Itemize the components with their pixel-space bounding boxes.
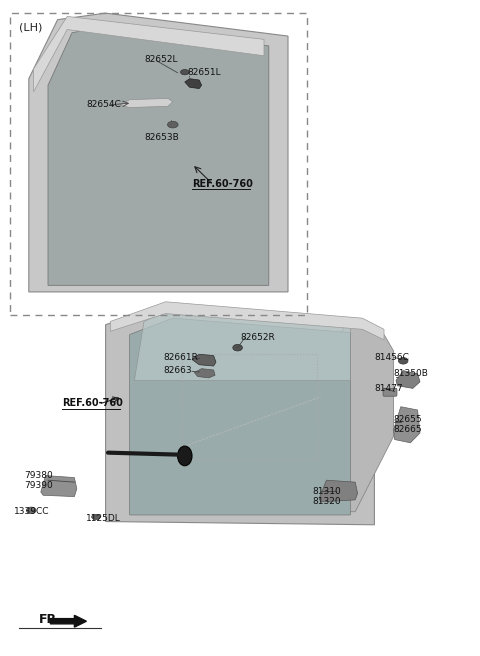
- Polygon shape: [396, 371, 420, 388]
- Text: 81350B: 81350B: [394, 369, 429, 379]
- Text: 81477: 81477: [374, 384, 403, 393]
- Polygon shape: [106, 305, 374, 525]
- Text: 82654C: 82654C: [86, 100, 121, 110]
- Polygon shape: [120, 98, 173, 108]
- Polygon shape: [134, 308, 350, 380]
- Polygon shape: [394, 407, 420, 443]
- Polygon shape: [34, 16, 264, 92]
- Text: 82653B: 82653B: [144, 133, 179, 142]
- Text: 82652L: 82652L: [144, 54, 178, 64]
- Polygon shape: [192, 354, 216, 366]
- Text: (LH): (LH): [19, 23, 43, 33]
- Polygon shape: [319, 480, 358, 502]
- Polygon shape: [185, 79, 202, 89]
- Text: 81456C: 81456C: [374, 353, 409, 362]
- Ellipse shape: [233, 344, 242, 351]
- Text: 82663: 82663: [163, 366, 192, 375]
- Text: 82655: 82655: [394, 415, 422, 424]
- FancyBboxPatch shape: [383, 388, 397, 396]
- Text: 82661R: 82661R: [163, 353, 198, 362]
- Ellipse shape: [398, 358, 408, 364]
- Text: FR.: FR.: [38, 613, 61, 626]
- Text: 81310: 81310: [312, 487, 341, 497]
- Polygon shape: [41, 476, 77, 497]
- Text: 82652R: 82652R: [240, 333, 275, 342]
- Text: 79390: 79390: [24, 481, 53, 490]
- Text: 82665: 82665: [394, 425, 422, 434]
- Ellipse shape: [168, 121, 178, 128]
- Ellipse shape: [26, 507, 36, 514]
- Text: 82651L: 82651L: [187, 68, 221, 77]
- Text: REF.60-760: REF.60-760: [62, 398, 123, 409]
- Polygon shape: [130, 318, 350, 515]
- Ellipse shape: [180, 70, 189, 75]
- Polygon shape: [194, 369, 215, 378]
- Text: 79380: 79380: [24, 471, 53, 480]
- Polygon shape: [48, 26, 269, 285]
- Text: REF.60-760: REF.60-760: [192, 178, 253, 189]
- Circle shape: [178, 446, 192, 466]
- Polygon shape: [50, 615, 86, 627]
- Text: 1125DL: 1125DL: [86, 514, 121, 523]
- Polygon shape: [29, 13, 288, 292]
- Text: 1339CC: 1339CC: [14, 507, 50, 516]
- Polygon shape: [288, 325, 394, 512]
- Ellipse shape: [92, 514, 100, 520]
- Text: 81320: 81320: [312, 497, 341, 506]
- Polygon shape: [110, 302, 384, 340]
